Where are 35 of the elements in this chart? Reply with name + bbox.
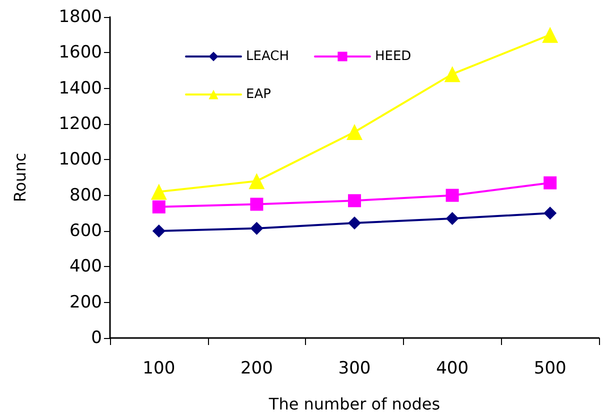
point [248, 173, 265, 190]
y-tick-label: 1400 [58, 78, 102, 98]
point [152, 200, 166, 214]
legend-label: LEACH [246, 49, 289, 64]
point [446, 188, 459, 202]
point [150, 184, 167, 200]
y-tick-label: 600 [70, 221, 102, 241]
x-tick-label: 300 [338, 358, 371, 378]
y-axis-title: Rounc [10, 152, 30, 202]
x-tick-label: 500 [534, 358, 566, 378]
point [348, 194, 361, 208]
y-tick-label: 1200 [58, 114, 102, 134]
x-tick-label: 200 [240, 358, 273, 378]
x-axis-title: The number of nodes [268, 394, 440, 414]
point [250, 198, 264, 211]
point [542, 26, 558, 43]
point [544, 206, 557, 220]
point [152, 224, 166, 238]
y-tick-label: 1600 [58, 42, 102, 63]
x-tick-label: 100 [142, 358, 176, 378]
point [346, 124, 362, 140]
point [444, 66, 460, 82]
point [446, 212, 459, 226]
legend-label: EAP [246, 87, 272, 102]
y-tick-label: 200 [70, 292, 102, 312]
y-tick-label: 1000 [58, 150, 102, 170]
y-tick-label: 1800 [58, 7, 102, 27]
legend-label: HEED [374, 49, 412, 64]
point [348, 216, 361, 230]
point [250, 222, 264, 235]
y-tick-label: 400 [70, 256, 102, 277]
y-tick-label: 0 [91, 328, 102, 348]
x-tick-label: 400 [436, 358, 469, 378]
y-tick-label: 800 [70, 185, 102, 206]
point [544, 176, 557, 190]
